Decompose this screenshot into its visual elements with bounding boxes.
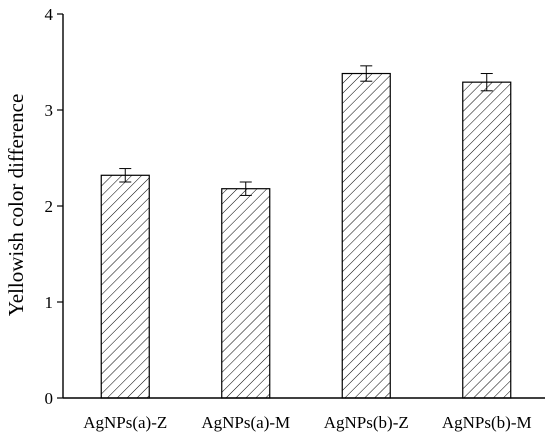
y-axis-title: Yellowish color difference [4, 94, 28, 317]
y-tick-label: 3 [45, 101, 54, 120]
x-axis-labels: AgNPs(a)-Z AgNPs(a)-M AgNPs(b)-Z AgNPs(b)-M [83, 413, 531, 432]
bar [462, 81, 512, 399]
bar [100, 174, 150, 399]
x-tick-label: AgNPs(a)-M [201, 413, 290, 432]
bars [100, 72, 512, 399]
bar [221, 188, 271, 399]
y-tick-label: 0 [45, 389, 54, 408]
x-tick-label: AgNPs(a)-Z [83, 413, 167, 432]
error-bars [119, 65, 493, 196]
x-tick-label: AgNPs(b)-M [442, 413, 532, 432]
bar [341, 72, 391, 399]
y-axis-ticks: 0 1 2 3 4 [45, 5, 63, 408]
y-tick-label: 4 [45, 5, 54, 24]
x-tick-label: AgNPs(b)-Z [324, 413, 409, 432]
y-tick-label: 2 [45, 197, 54, 216]
y-tick-label: 1 [45, 293, 54, 312]
